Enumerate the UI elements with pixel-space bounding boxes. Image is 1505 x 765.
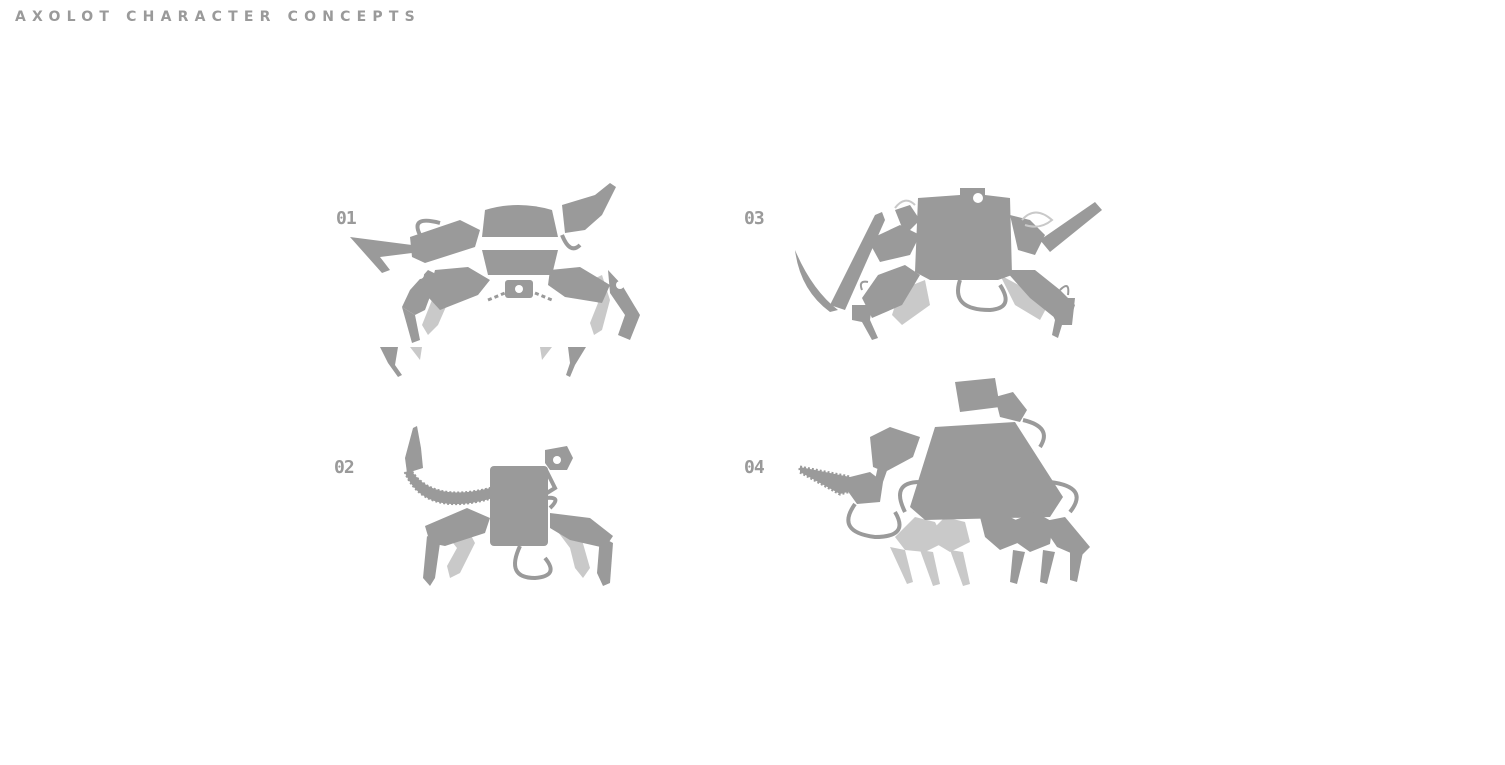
- concept-number-03: 03: [744, 208, 765, 229]
- robot-scythe-icon: [795, 188, 1102, 340]
- crab-robot-claws-icon: [350, 183, 640, 377]
- concept-number-04: 04: [744, 457, 765, 478]
- page-title: AXOLOT CHARACTER CONCEPTS: [15, 9, 421, 25]
- concept-number-01: 01: [336, 208, 357, 229]
- concept-number-02: 02: [334, 457, 355, 478]
- robot-chainsaw-icon: [798, 378, 1090, 586]
- robot-tail-cannon-icon: [403, 426, 613, 586]
